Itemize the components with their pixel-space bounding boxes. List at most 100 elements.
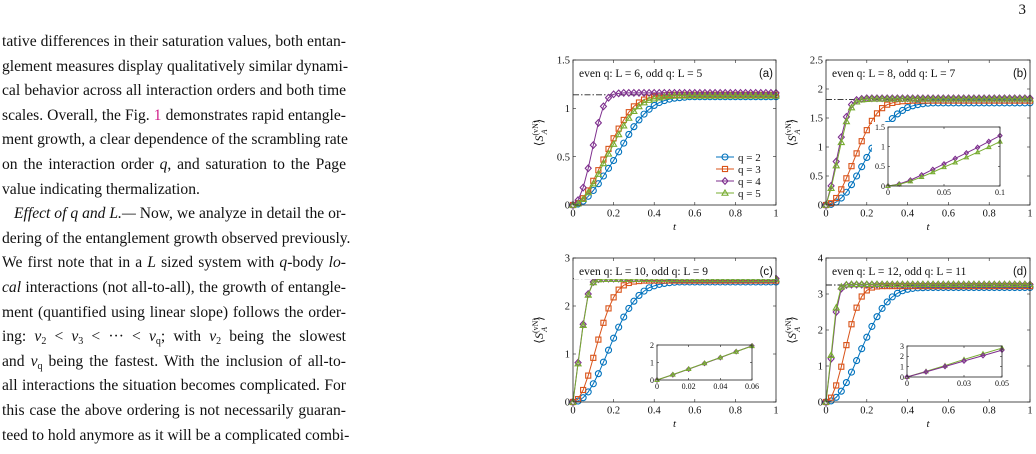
marker [883,280,891,289]
marker [599,159,608,167]
marker [600,319,607,326]
marker [610,156,618,165]
marker [635,88,643,97]
x-tick-label: 1 [773,209,778,220]
x-tick-label: 0 [823,406,828,417]
y-tick-label: 0 [565,201,570,212]
marker [1010,94,1019,102]
marker [711,91,720,99]
marker [980,94,989,102]
text-span: and [2,352,31,370]
y-tick-label: 1 [900,362,904,371]
marker [842,379,850,387]
marker [843,175,850,182]
marker [918,173,925,180]
marker [1000,94,1009,102]
marker [929,169,936,175]
marker [640,287,648,295]
marker [903,280,912,289]
y-tick-label: 2 [818,326,823,337]
marker [609,139,618,147]
text-span: -body [287,254,329,272]
marker [669,371,676,377]
x-axis-label: t [926,221,930,233]
marker [888,293,896,301]
y-tick-label: 0 [565,398,570,409]
text-span: value indicating thermalization. [2,180,200,198]
y-tick-label: 2.5 [810,56,823,67]
y-axis-label-part: ⟩ [785,316,799,321]
legend-label: q = 4 [738,176,761,188]
marker [919,280,927,289]
marker [594,169,603,177]
marker [843,342,850,349]
inset-background [891,341,1010,390]
plot-frame [656,344,753,381]
annotation-background [574,262,775,279]
text-span: v [148,328,156,346]
marker [941,164,947,170]
marker [1000,280,1009,288]
marker [569,397,577,407]
y-tick-label: 1.5 [557,56,570,67]
marker [721,91,730,99]
text-span: teed to hold anymore as it will be a com… [2,426,350,444]
marker [995,280,1004,289]
marker [584,290,593,298]
marker [985,280,994,288]
marker [853,172,861,180]
marker [888,280,897,288]
marker [867,280,876,288]
marker [923,368,929,375]
text-span: ; with [160,328,210,346]
marker [863,280,871,289]
marker [822,200,830,210]
marker [929,280,938,288]
marker [1005,94,1014,102]
marker [888,115,896,123]
text-line: all interactions the situation becomes c… [2,374,346,399]
x-tick-label: 0.05 [995,379,1009,388]
marker [857,95,866,103]
y-axis-label: ⟨S(vN)A ⟩ [531,316,549,343]
y-tick-label: 0 [900,373,904,382]
y-tick-label: 0.5 [875,162,885,171]
marker [961,357,967,365]
text-span: < [46,328,72,346]
marker [975,94,983,102]
marker [1020,280,1029,288]
y-tick-label: 1 [650,358,654,367]
marker [655,93,664,101]
page-number: 3 [1018,2,1027,18]
legend-label: q = 3 [738,164,761,176]
text-span: < ··· < [83,328,149,346]
marker [574,199,583,207]
marker [595,167,602,174]
marker [918,94,927,102]
y-tick-label: 1.5 [875,123,885,132]
text-span: q [37,360,43,372]
x-tick-label: 0.2 [607,406,620,417]
marker [893,280,902,289]
y-tick-label: 4 [818,254,824,265]
marker [741,91,750,99]
marker [1015,94,1024,102]
legend-marker [721,165,729,173]
marker [833,194,840,202]
x-tick-label: 0.2 [607,209,620,220]
marker [873,280,881,288]
y-axis-label-part: S [785,333,799,339]
marker [883,280,892,288]
marker [873,94,881,102]
marker [934,280,943,288]
text-span[interactable]: 1 [153,106,162,124]
y-tick-label: 2 [565,302,570,313]
marker [585,372,592,379]
y-axis-label-part: A [540,327,549,333]
marker [863,127,870,134]
marker [635,291,643,299]
plot-frame [825,257,1031,403]
marker [868,117,875,124]
